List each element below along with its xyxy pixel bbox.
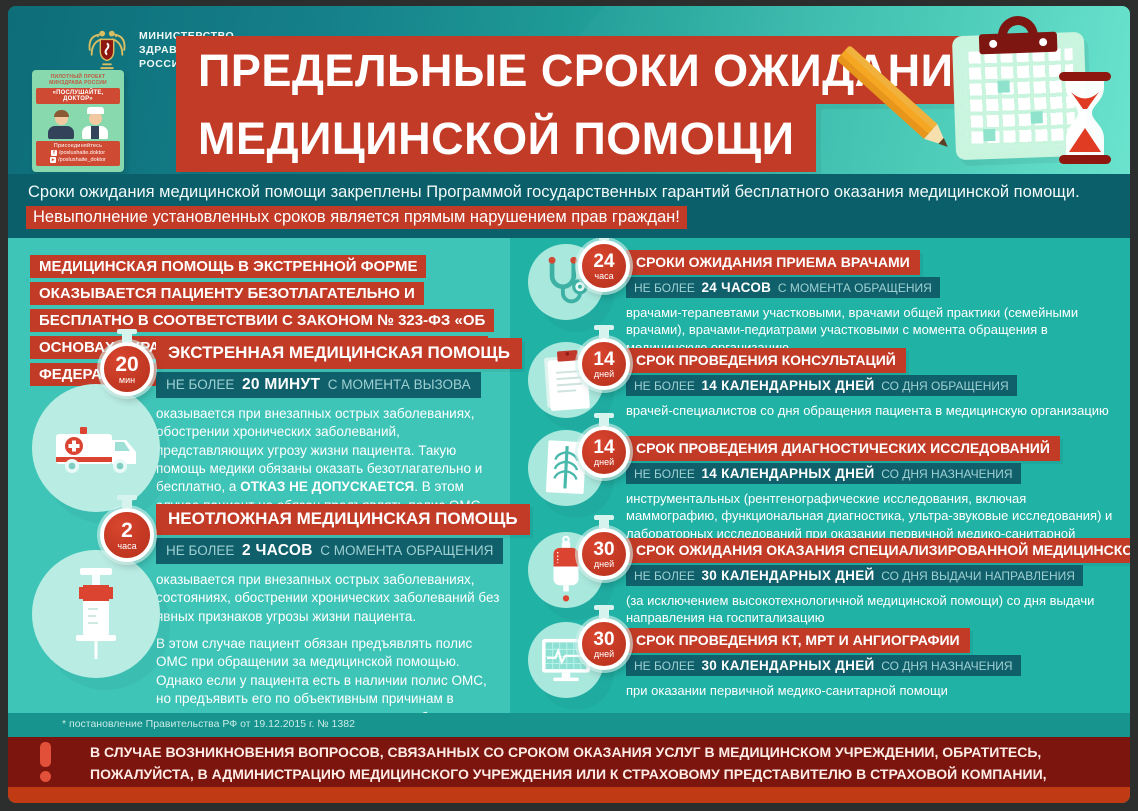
section-body: оказывается при внезапных острых заболев… — [156, 572, 500, 624]
footer-notice: В СЛУЧАЕ ВОЗНИКНОВЕНИЯ ВОПРОСОВ, СВЯЗАНН… — [8, 737, 1130, 803]
project-card-title: «ПОСЛУШАЙТЕ, ДОКТОР» — [36, 88, 120, 104]
calendar-clip — [978, 15, 1058, 55]
xray-icon — [545, 440, 587, 495]
section-limit: НЕ БОЛЕЕ 30 КАЛЕНДАРНЫХ ДНЕЙ СО ДНЯ НАЗН… — [626, 655, 1021, 676]
tv-handle: /poslushaite_doktor — [58, 157, 106, 163]
footer-text: В СЛУЧАЕ ВОЗНИКНОВЕНИЯ ВОПРОСОВ, СВЯЗАНН… — [90, 744, 1047, 803]
facebook-handle: /poslushaite.doktor — [58, 150, 106, 156]
section-doctor-appointment: 24 часа СРОКИ ОЖИДАНИЯ ПРИЕМА ВРАЧАМИ НЕ… — [510, 240, 1130, 356]
doctor-figure — [80, 107, 110, 139]
poster-title-line-2: МЕДИЦИНСКОЙ ПОМОЩИ — [176, 104, 817, 172]
project-card-social-block: Присоединяйтесь f /poslushaite.doktor ▸ … — [36, 141, 120, 166]
section-limit: НЕ БОЛЕЕ 14 КАЛЕНДАРНЫХ ДНЕЙ СО ДНЯ НАЗН… — [626, 463, 1021, 484]
footnote-band: * постановление Правительства РФ от 19.1… — [8, 713, 1130, 737]
badge-20-min: 20 мин — [100, 342, 154, 396]
intro-warning: Невыполнение установленных сроков являет… — [26, 206, 687, 229]
exclamation-icon — [40, 742, 52, 782]
badge-14-days: 14 дней — [578, 426, 630, 478]
section-limit: НЕ БОЛЕЕ 2 ЧАСОВ С МОМЕНТА ОБРАЩЕНИЯ — [156, 538, 504, 564]
badge-24-hours: 24 часа — [578, 240, 630, 292]
intro-band: Сроки ожидания медицинской помощи закреп… — [8, 174, 1130, 238]
section-body: врачами-терапевтами участковыми, врачами… — [626, 305, 1079, 355]
section-heading: СРОКИ ОЖИДАНИЯ ПРИЕМА ВРАЧАМИ — [626, 250, 920, 275]
syringe-icon-circle — [32, 550, 160, 678]
section-consultations: 14 дней СРОК ПРОВЕДЕНИЯ КОНСУЛЬТАЦИЙ НЕ … — [510, 338, 1130, 419]
iv-bag-icon-circle — [528, 532, 604, 608]
section-limit: НЕ БОЛЕЕ 30 КАЛЕНДАРНЫХ ДНЕЙ СО ДНЯ ВЫДА… — [626, 565, 1083, 586]
poster: МИНИСТЕРСТВО ЗДРАВООХРАНЕНИЯ РОССИЙСКОЙ … — [8, 6, 1130, 803]
project-card-characters — [36, 106, 120, 139]
poster-title: ПРЕДЕЛЬНЫЕ СРОКИ ОЖИДАНИЯ МЕДИЦИНСКОЙ ПО… — [176, 36, 1009, 172]
header-band: МИНИСТЕРСТВО ЗДРАВООХРАНЕНИЯ РОССИЙСКОЙ … — [8, 6, 1130, 174]
section-emergency-care: 20 мин ЭКСТРЕННАЯ МЕДИЦИНСКАЯ ПОМОЩЬ НЕ … — [8, 338, 522, 515]
section-ct-mri-angiography: 30 дней СРОК ПРОВЕДЕНИЯ КТ, МРТ И АНГИОГ… — [510, 618, 1130, 699]
join-label: Присоединяйтесь — [53, 143, 103, 149]
section-specialized-care: 30 дней СРОК ОЖИДАНИЯ ОКАЗАНИЯ СПЕЦИАЛИЗ… — [510, 528, 1130, 627]
ambulance-icon — [56, 427, 136, 473]
intro-text: Сроки ожидания медицинской помощи закреп… — [28, 183, 1080, 201]
hourglass-icon — [1059, 72, 1111, 164]
project-card-top-label: ПИЛОТНЫЙ ПРОЕКТ МИНЗДРАВА РОССИИ — [49, 74, 107, 86]
poster-title-line-1: ПРЕДЕЛЬНЫЕ СРОКИ ОЖИДАНИЯ — [176, 36, 1009, 104]
section-body: (за исключением высокотехнологичной меди… — [626, 593, 1095, 626]
patient-figure — [46, 110, 76, 139]
content-area: МЕДИЦИНСКАЯ ПОМОЩЬ В ЭКСТРЕННОЙ ФОРМЕ ОК… — [8, 238, 1130, 713]
badge-30-days: 30 дней — [578, 528, 630, 580]
project-card: ПИЛОТНЫЙ ПРОЕКТ МИНЗДРАВА РОССИИ «ПОСЛУШ… — [32, 70, 124, 172]
facebook-icon: f — [50, 150, 57, 156]
section-heading: НЕОТЛОЖНАЯ МЕДИЦИНСКАЯ ПОМОЩЬ — [156, 504, 530, 535]
section-body: инструментальных (рентгенографические ис… — [626, 491, 1113, 558]
section-heading: ЭКСТРЕННАЯ МЕДИЦИНСКАЯ ПОМОЩЬ — [156, 338, 522, 369]
ambulance-icon-circle — [32, 384, 160, 512]
bottom-accent-bar — [8, 787, 1130, 803]
section-limit: НЕ БОЛЕЕ 24 ЧАСОВ С МОМЕНТА ОБРАЩЕНИЯ — [626, 277, 940, 298]
badge-2-hours: 2 часа — [100, 508, 154, 562]
syringe-icon — [76, 568, 116, 659]
section-limit: НЕ БОЛЕЕ 20 МИНУТ С МОМЕНТА ВЫЗОВА — [156, 372, 481, 398]
iv-bag-icon — [553, 535, 579, 602]
section-urgent-care: 2 часа НЕОТЛОЖНАЯ МЕДИЦИНСКАЯ ПОМОЩЬ НЕ … — [8, 504, 530, 713]
section-heading: СРОК ПРОВЕДЕНИЯ КОНСУЛЬТАЦИЙ — [626, 348, 906, 373]
section-heading: СРОК ПРОВЕДЕНИЯ ДИАГНОСТИЧЕСКИХ ИССЛЕДОВ… — [626, 436, 1060, 461]
badge-14-days: 14 дней — [578, 338, 630, 390]
footnote-text: * постановление Правительства РФ от 19.1… — [62, 718, 355, 730]
section-heading: СРОК ПРОВЕДЕНИЯ КТ, МРТ И АНГИОГРАФИИ — [626, 628, 970, 653]
intro-warning-highlight: Невыполнение установленных сроков являет… — [26, 206, 687, 229]
section-heading: СРОК ОЖИДАНИЯ ОКАЗАНИЯ СПЕЦИАЛИЗИРОВАННО… — [626, 538, 1130, 563]
section-diagnostics: 14 дней СРОК ПРОВЕДЕНИЯ ДИАГНОСТИЧЕСКИХ … — [510, 426, 1130, 559]
section-body: оказывается при внезапных острых заболев… — [156, 406, 484, 513]
section-body: при оказании первичной медико-санитарной… — [626, 683, 948, 698]
badge-30-days: 30 дней — [578, 618, 630, 670]
section-body: В этом случае пациент обязан предъявлять… — [156, 636, 487, 713]
ministry-emblem-icon — [88, 30, 126, 70]
section-body: врачей-специалистов со дня обращения пац… — [626, 403, 1109, 418]
tv-icon: ▸ — [50, 157, 57, 163]
section-limit: НЕ БОЛЕЕ 14 КАЛЕНДАРНЫХ ДНЕЙ СО ДНЯ ОБРА… — [626, 375, 1017, 396]
